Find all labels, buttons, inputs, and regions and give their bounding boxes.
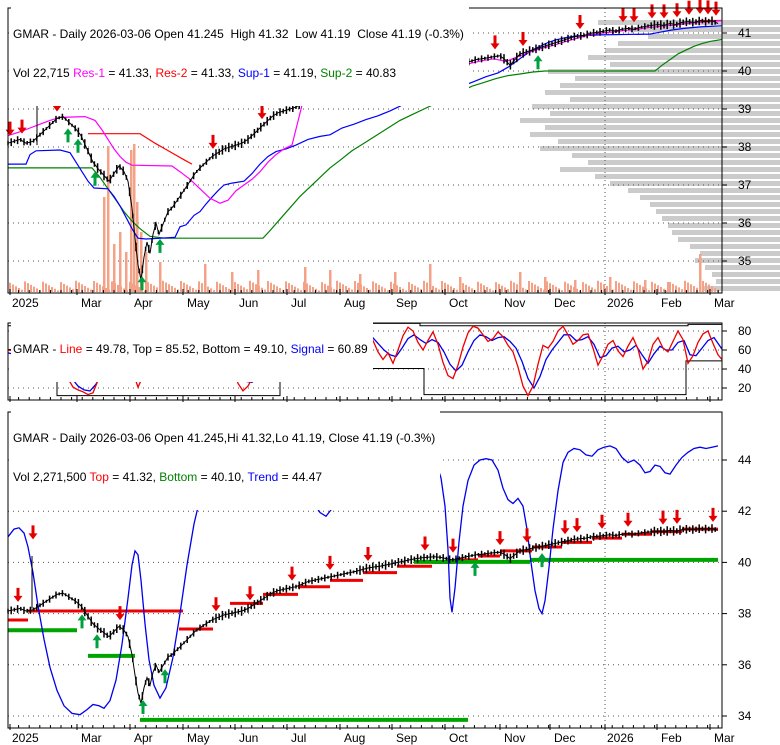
sup2-line [8, 38, 723, 239]
svg-text:42: 42 [738, 504, 752, 518]
svg-text:2025: 2025 [12, 296, 39, 310]
price-panel-header: GMAR - Daily 2026-03-06 Open 41.245 High… [11, 2, 469, 106]
signal-value: = 60.89 [323, 342, 368, 356]
lower-panel-title: GMAR - Daily 2026-03-06 Open 41.245,Hi 4… [13, 431, 436, 445]
line-top-bottom-values: = 49.78, Top = 85.52, Bottom = 49.10, [82, 342, 291, 356]
buy-arrows [77, 553, 547, 714]
y-axis: 41 40 39 38 37 36 35 [722, 26, 752, 268]
svg-text:39: 39 [738, 102, 752, 116]
svg-text:Mar: Mar [714, 296, 735, 310]
symbol-label: GMAR - [13, 342, 60, 356]
gridlines [8, 323, 722, 400]
svg-text:Jul: Jul [291, 296, 306, 310]
signal-label: Signal [290, 342, 324, 356]
volume-by-price-histogram [520, 20, 780, 291]
svg-text:Jun: Jun [239, 296, 258, 310]
svg-text:41: 41 [738, 26, 752, 40]
svg-text:Jul: Jul [291, 731, 306, 745]
vol-value: Vol 2,271,500 [13, 470, 90, 484]
svg-text:36: 36 [738, 216, 752, 230]
x-axis: 2025 Mar Apr May Jun Jul Aug Sep Oct Nov Dec 2026 Fe… [7, 724, 735, 745]
svg-text:40: 40 [738, 555, 752, 569]
bottom-steps [8, 557, 718, 722]
oscillator-panel-header: GMAR - Line = 49.78, Top = 85.52, Bottom… [11, 317, 373, 382]
sell-arrows [13, 507, 718, 621]
svg-text:2026: 2026 [607, 296, 634, 310]
svg-text:44: 44 [738, 453, 752, 467]
svg-text:Oct: Oct [449, 296, 468, 310]
svg-text:20: 20 [738, 381, 752, 395]
sup1-line [8, 25, 723, 240]
svg-text:Sep: Sep [396, 731, 418, 745]
svg-text:34: 34 [738, 709, 752, 723]
lower-panel-legend: Vol 2,271,500 Top = 41.32, Bottom = 40.1… [13, 471, 435, 484]
svg-text:Nov: Nov [504, 296, 525, 310]
res2-line [88, 133, 193, 165]
svg-text:Feb: Feb [661, 296, 682, 310]
svg-text:Oct: Oct [449, 731, 468, 745]
svg-text:Sep: Sep [396, 296, 418, 310]
svg-text:Aug: Aug [344, 731, 365, 745]
line-label: Line [59, 342, 83, 356]
svg-text:Apr: Apr [134, 296, 153, 310]
svg-text:Mar: Mar [81, 296, 102, 310]
svg-text:2025: 2025 [12, 731, 39, 745]
svg-text:Dec: Dec [554, 296, 575, 310]
sup2-value: = 40.83 [352, 66, 396, 80]
daily-price-panel: 2025 Mar Apr May Jun Jul Aug Sep Oct Nov Dec 2026 Fe… [5, 0, 780, 310]
vol-value: Vol 22,715 [13, 66, 74, 80]
svg-text:Aug: Aug [344, 296, 365, 310]
gridlines [8, 412, 722, 728]
res2-value: = 41.33, [187, 66, 238, 80]
res2-label: Res-2 [155, 66, 188, 80]
svg-text:Dec: Dec [554, 731, 575, 745]
svg-text:35: 35 [738, 254, 752, 268]
sup1-value: = 41.19, [269, 66, 321, 80]
svg-text:80: 80 [738, 324, 752, 338]
svg-text:60: 60 [738, 343, 752, 357]
bottom-label: Bottom [159, 470, 198, 484]
price-panel-legend: Vol 22,715 Res-1 = 41.33, Res-2 = 41.33,… [13, 67, 464, 80]
oscillator-panel-legend: GMAR - Line = 49.78, Top = 85.52, Bottom… [13, 343, 368, 356]
svg-text:37: 37 [738, 178, 752, 192]
svg-text:Mar: Mar [714, 731, 735, 745]
buy-arrows [63, 55, 543, 291]
trend-value: = 44.47 [278, 470, 323, 484]
svg-text:Mar: Mar [81, 731, 102, 745]
res1-value: = 41.33, [105, 66, 156, 80]
svg-text:38: 38 [738, 140, 752, 154]
svg-text:Jun: Jun [239, 731, 258, 745]
sup1-label: Sup-1 [237, 66, 270, 80]
x-axis: 2025 Mar Apr May Jun Jul Aug Sep Oct Nov Dec 2026 Fe… [7, 289, 735, 310]
y-axis: 80 60 40 20 [722, 324, 752, 395]
svg-text:40: 40 [738, 64, 752, 78]
sup2-label: Sup-2 [320, 66, 353, 80]
top-label: Top [89, 470, 109, 484]
lower-panel-header: GMAR - Daily 2026-03-06 Open 41.245,Hi 4… [11, 406, 441, 510]
price-panel-title: GMAR - Daily 2026-03-06 Open 41.245 High… [13, 27, 464, 41]
trend-label: Trend [247, 470, 279, 484]
svg-text:Apr: Apr [134, 731, 153, 745]
svg-text:Feb: Feb [661, 731, 682, 745]
svg-text:May: May [187, 731, 210, 745]
y-axis: 44 42 40 38 36 34 [722, 453, 752, 723]
svg-text:Nov: Nov [504, 731, 525, 745]
bottom-value: = 40.10, [197, 470, 248, 484]
svg-text:36: 36 [738, 658, 752, 672]
x-axis [7, 396, 719, 402]
svg-text:40: 40 [738, 362, 752, 376]
svg-text:2026: 2026 [607, 731, 634, 745]
svg-text:38: 38 [738, 607, 752, 621]
res1-label: Res-1 [73, 66, 106, 80]
svg-text:May: May [187, 296, 210, 310]
top-value: = 41.32, [108, 470, 160, 484]
